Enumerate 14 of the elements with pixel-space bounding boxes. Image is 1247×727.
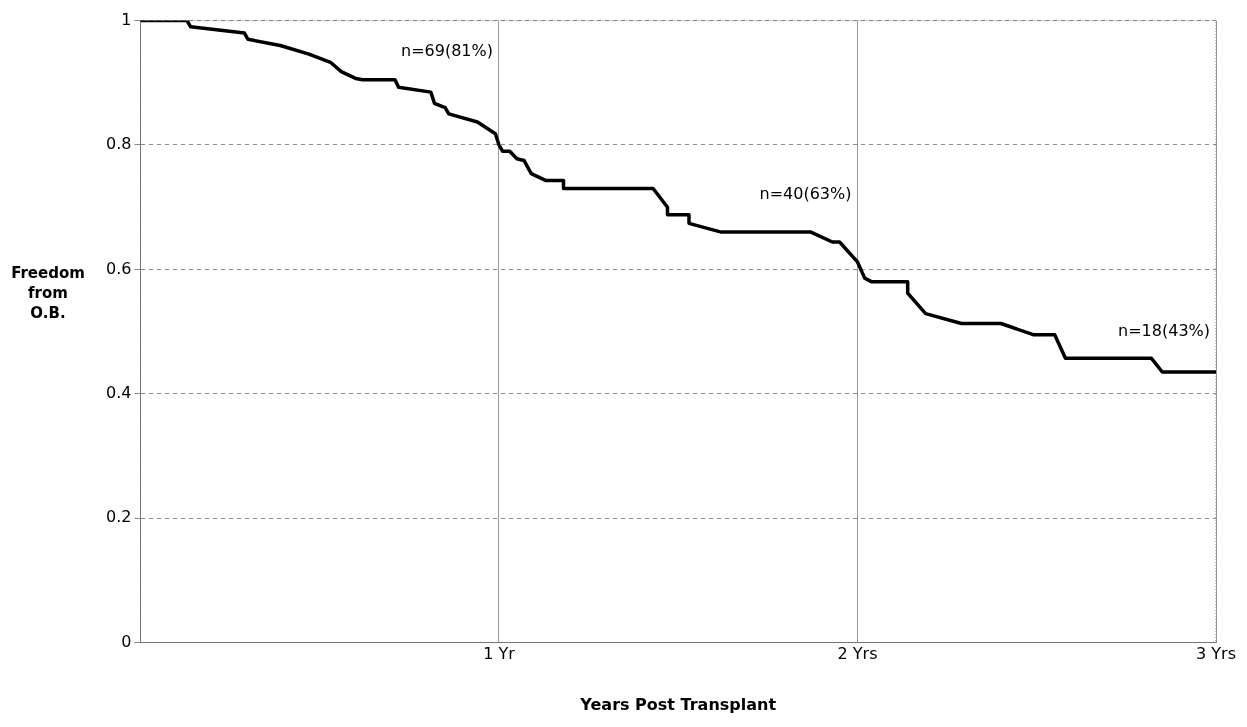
y-tick-label: 0 <box>121 631 132 651</box>
y-tick-label: 0.4 <box>105 382 132 402</box>
x-tick-label: 1 Yr <box>483 644 516 664</box>
x-tick-label: 3 Yrs <box>1196 644 1236 664</box>
y-tick-label: 0.2 <box>105 507 132 527</box>
annotation: n=40(63%) <box>759 183 852 203</box>
x-axis-title: Years Post Transplant <box>579 694 777 714</box>
annotation: n=18(43%) <box>1118 320 1211 340</box>
y-tick-label: 0.6 <box>105 258 132 278</box>
y-tick-label: 0.8 <box>105 134 132 154</box>
x-tick-label: 2 Yrs <box>837 644 878 664</box>
y-tick-label: 1 <box>121 9 132 29</box>
annotation: n=69(81%) <box>401 40 493 60</box>
y-axis-title: Freedom from O.B. <box>10 263 86 323</box>
